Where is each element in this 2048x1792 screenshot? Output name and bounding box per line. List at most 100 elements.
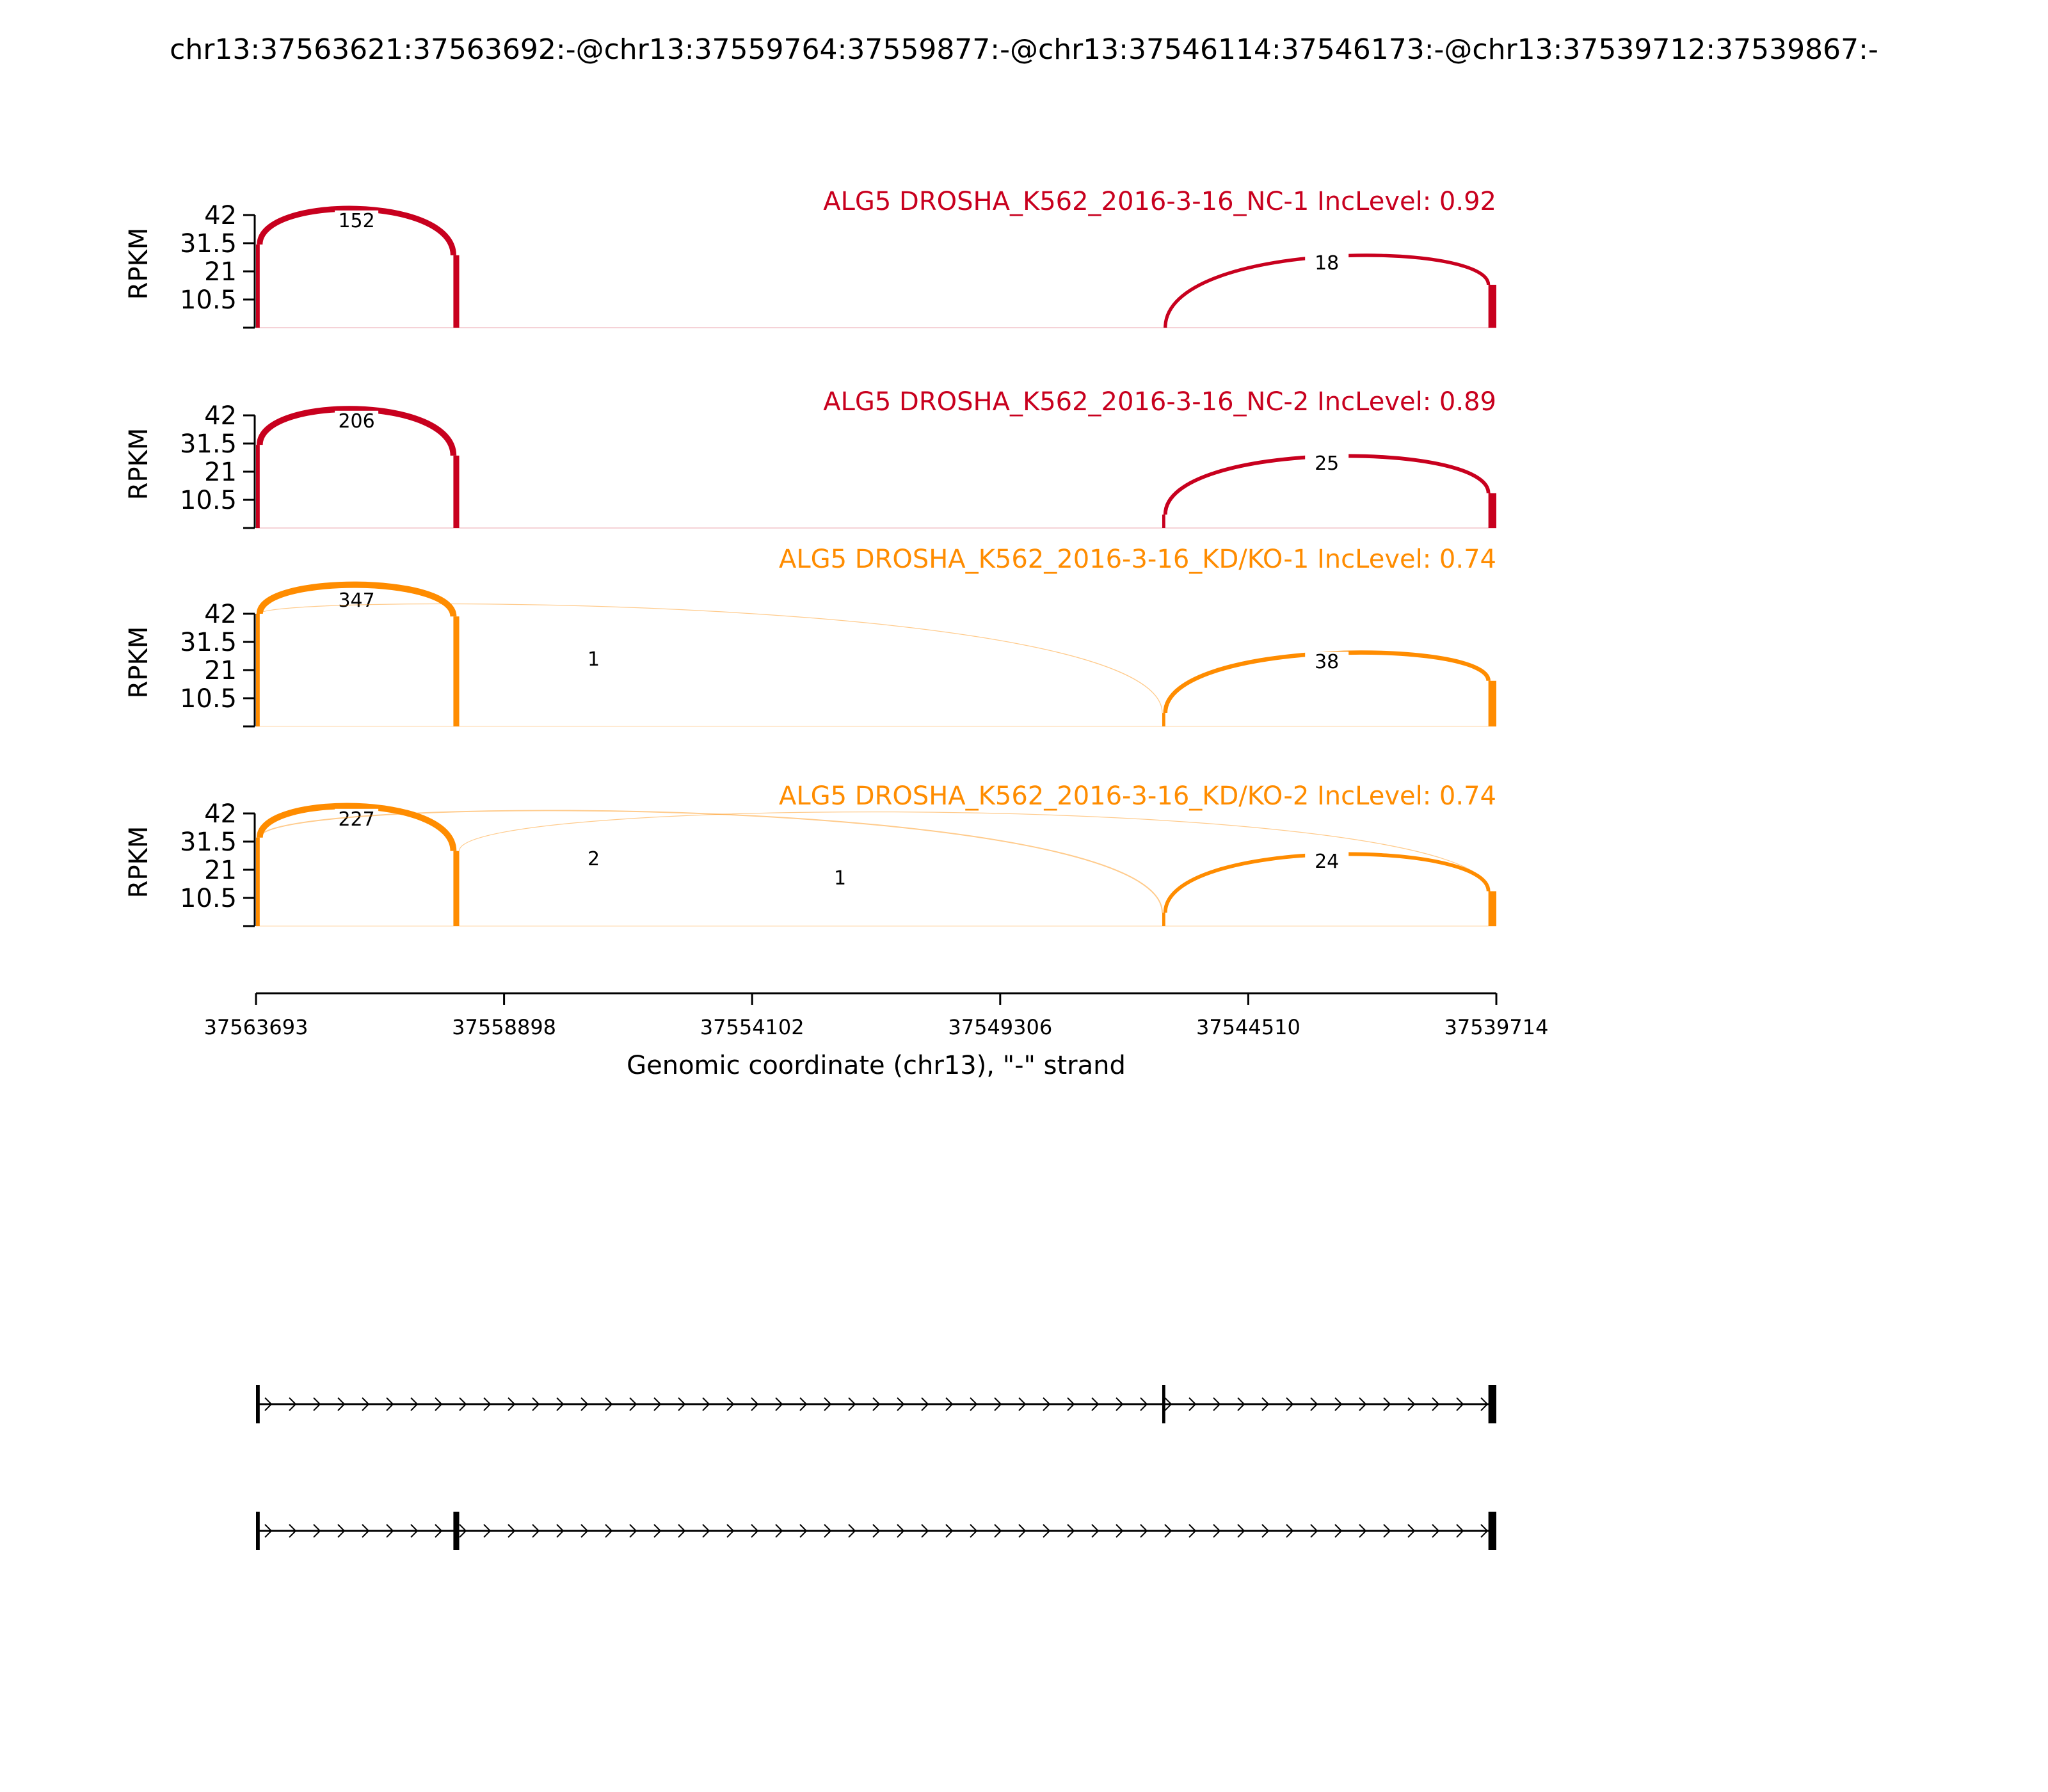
strand-chevron [289, 1524, 297, 1538]
exon-coverage-2 [453, 255, 460, 328]
strand-chevron [629, 1397, 637, 1411]
strand-chevron [459, 1397, 467, 1411]
strand-chevron [532, 1524, 540, 1538]
isoform-exon-2 [453, 1512, 460, 1550]
junction-count-label: 206 [338, 410, 374, 433]
strand-chevron [483, 1524, 492, 1538]
strand-chevron [1067, 1397, 1075, 1411]
isoform-2 [256, 1512, 1496, 1550]
exon-coverage-1 [256, 614, 260, 726]
strand-chevron [1334, 1397, 1343, 1411]
y-tick-label: 42 [204, 600, 237, 629]
strand-chevron [1213, 1524, 1221, 1538]
exon-coverage-4 [1488, 891, 1496, 926]
strand-chevron [1164, 1397, 1172, 1411]
strand-chevron [1091, 1397, 1100, 1411]
strand-chevron [556, 1397, 564, 1411]
x-tick-label: 37549306 [948, 1015, 1052, 1039]
strand-chevron [1383, 1524, 1391, 1538]
strand-chevron [629, 1524, 637, 1538]
strand-chevron [970, 1397, 978, 1411]
strand-chevron [1140, 1524, 1148, 1538]
strand-chevron [264, 1397, 273, 1411]
junction-label-bg [818, 867, 862, 890]
y-tick-label: 31.5 [180, 828, 237, 857]
x-axis: 37563693 37558898 37554102 37549306 37544510… [204, 992, 1548, 1080]
junction-label-bg [572, 848, 616, 870]
junction-arc [259, 810, 1163, 913]
exon-coverage-1 [256, 445, 260, 528]
junction-label-bg [572, 648, 616, 671]
strand-chevron [1310, 1397, 1318, 1411]
strand-chevron [1213, 1397, 1221, 1411]
isoform-exon-1 [256, 1512, 260, 1550]
strand-chevron [799, 1524, 808, 1538]
strand-chevron [872, 1524, 881, 1538]
strand-chevron [313, 1524, 321, 1538]
strand-chevron [1456, 1524, 1464, 1538]
strand-chevron [556, 1524, 564, 1538]
strand-chevron [751, 1397, 759, 1411]
strand-chevron [1237, 1524, 1245, 1538]
junction-label-bg [335, 410, 379, 433]
sample-label: ALG5 DROSHA_K562_2016-3-16_NC-1 IncLevel… [823, 187, 1496, 216]
strand-chevron [1116, 1397, 1124, 1411]
strand-chevron [726, 1397, 735, 1411]
strand-chevron [1043, 1524, 1051, 1538]
strand-chevron [1140, 1397, 1148, 1411]
isoform-exon-4 [1488, 1512, 1496, 1550]
strand-chevron [1432, 1397, 1440, 1411]
sample-label: ALG5 DROSHA_K562_2016-3-16_KD/KO-2 IncLe… [779, 781, 1496, 811]
strand-chevron [1286, 1397, 1294, 1411]
y-axis-label: RPKM [124, 627, 154, 699]
y-tick-label: 10.5 [180, 884, 237, 913]
strand-chevron [1310, 1524, 1318, 1538]
strand-chevron [435, 1397, 443, 1411]
strand-chevron [605, 1397, 613, 1411]
junction-label-bg [1305, 652, 1349, 674]
strand-chevron [994, 1397, 1002, 1411]
strand-chevron [605, 1524, 613, 1538]
exon-coverage-1 [256, 244, 260, 328]
y-tick-label: 21 [204, 458, 237, 487]
strand-chevron [775, 1524, 783, 1538]
strand-chevron [799, 1397, 808, 1411]
strand-chevron [897, 1397, 905, 1411]
y-tick-label: 10.5 [180, 486, 237, 515]
sample-label: ALG5 DROSHA_K562_2016-3-16_NC-2 IncLevel… [823, 387, 1496, 417]
strand-chevron [1456, 1397, 1464, 1411]
sample-label: ALG5 DROSHA_K562_2016-3-16_KD/KO-1 IncLe… [779, 545, 1496, 574]
junction-count-label: 25 [1315, 452, 1339, 475]
y-tick-label: 10.5 [180, 684, 237, 714]
y-axis-label: RPKM [124, 228, 154, 300]
junction-count-label: 2 [588, 848, 600, 870]
strand-chevron [702, 1524, 710, 1538]
junction-label-bg [335, 210, 379, 232]
strand-chevron [1188, 1397, 1197, 1411]
strand-chevron [994, 1524, 1002, 1538]
strand-chevron [264, 1524, 273, 1538]
exon-coverage-3 [1162, 515, 1165, 528]
junction-label-bg [335, 808, 379, 831]
strand-chevron [337, 1397, 346, 1411]
strand-chevron [775, 1397, 783, 1411]
strand-chevron [1091, 1524, 1100, 1538]
strand-chevron [1359, 1524, 1367, 1538]
junction-label-bg [1305, 453, 1349, 476]
y-tick-label: 10.5 [180, 285, 237, 315]
strand-chevron [337, 1524, 346, 1538]
strand-chevron [702, 1397, 710, 1411]
y-axis-label: RPKM [124, 428, 154, 500]
strand-chevron [362, 1524, 370, 1538]
x-tick-label: 37544510 [1196, 1015, 1300, 1039]
y-tick-label: 31.5 [180, 429, 237, 459]
exon-coverage-2 [453, 455, 460, 528]
junction-count-label: 227 [338, 808, 374, 831]
junction-count-label: 1 [834, 867, 846, 890]
y-tick-label: 21 [204, 656, 237, 685]
junction-arc [256, 803, 457, 852]
strand-chevron [483, 1397, 492, 1411]
strand-chevron [1018, 1524, 1027, 1538]
